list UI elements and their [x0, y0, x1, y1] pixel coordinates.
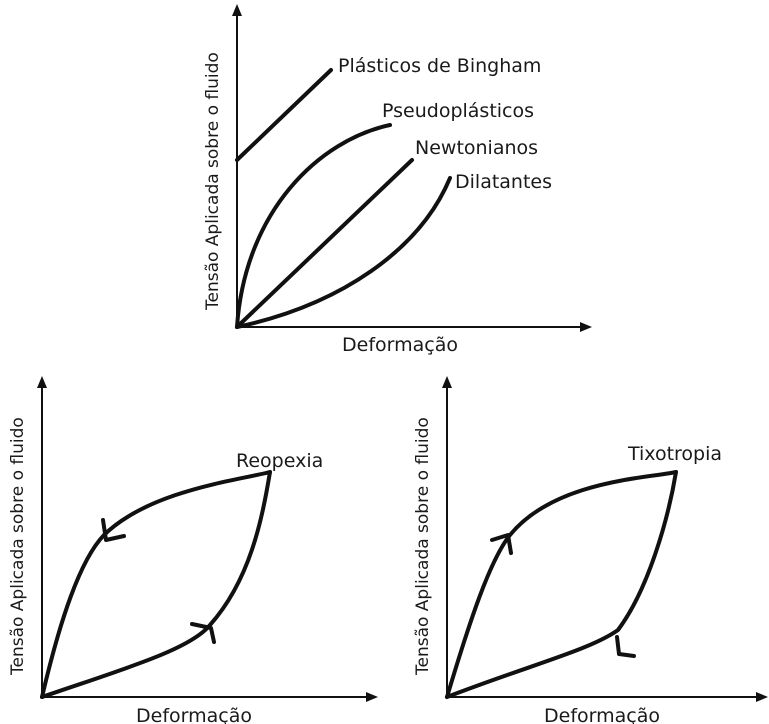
curve-newtonian	[235, 158, 414, 329]
series-label-pseudoplastic: Pseudoplásticos	[382, 100, 534, 122]
right-x-axis	[447, 692, 768, 702]
right-y-axis-label: Tensão Aplicada sobre o fluido	[413, 417, 433, 676]
curve-dilatant	[235, 176, 452, 329]
top-x-axis	[237, 322, 592, 332]
tixotropia-title: Tixotropia	[627, 443, 722, 465]
curve-bingham	[235, 68, 333, 162]
right-x-axis-label: Deformação	[544, 705, 660, 724]
series-label-bingham: Plásticos de Bingham	[338, 55, 541, 77]
series-label-dilatant: Dilatantes	[455, 171, 552, 193]
reopexia-arrow-upper	[101, 518, 126, 542]
top-y-axis	[232, 4, 242, 327]
tixotropia-lower-curve	[445, 470, 678, 699]
left-x-axis	[42, 692, 378, 702]
left-x-axis-label: Deformação	[136, 705, 252, 724]
reopexia-title: Reopexia	[236, 450, 323, 472]
left-y-axis	[37, 376, 47, 697]
series-label-newtonian: Newtonianos	[415, 137, 538, 159]
reopexia-chart: Reopexia Deformação Tensão Aplicada sobr…	[8, 376, 378, 724]
reopexia-lower-curve	[40, 470, 272, 699]
tixotropia-arrow-upper	[490, 533, 513, 555]
top-chart: Plásticos de Bingham Pseudoplásticos New…	[203, 4, 592, 356]
left-y-axis-label: Tensão Aplicada sobre o fluido	[8, 417, 28, 676]
tixotropia-arrow-lower	[615, 635, 636, 658]
reopexia-arrow-lower	[190, 622, 216, 644]
curve-pseudoplastic	[235, 123, 392, 329]
right-y-axis	[442, 376, 452, 697]
tixotropia-chart: Tixotropia Deformação Tensão Aplicada so…	[413, 376, 768, 724]
top-x-axis-label: Deformação	[342, 334, 458, 356]
top-y-axis-label: Tensão Aplicada sobre o fluido	[203, 52, 223, 311]
